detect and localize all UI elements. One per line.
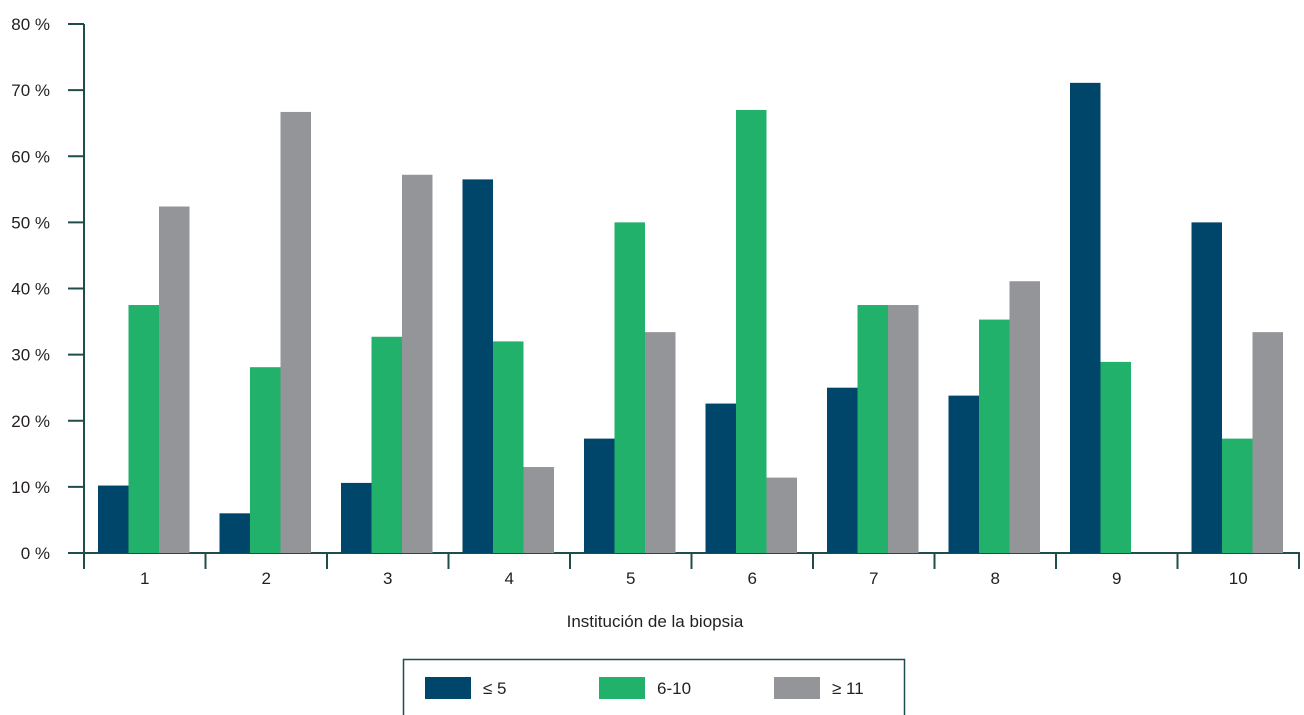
y-tick-label: 40 % (11, 280, 50, 299)
bar (888, 305, 919, 553)
bar (493, 341, 524, 553)
bar (705, 403, 736, 553)
legend-label: ≤ 5 (483, 679, 507, 698)
y-tick-label: 50 % (11, 213, 50, 232)
bar (827, 387, 858, 553)
y-tick-label: 0 % (21, 544, 50, 563)
x-tick-label: 3 (383, 569, 392, 588)
y-tick-label: 20 % (11, 412, 50, 431)
x-tick-label: 2 (262, 569, 271, 588)
bar (1070, 82, 1101, 553)
bar (766, 477, 797, 553)
bar (159, 206, 190, 553)
bar (645, 332, 676, 553)
bar (1100, 361, 1131, 553)
x-tick-label: 4 (505, 569, 514, 588)
x-axis-title: Institución de la biopsia (567, 612, 744, 631)
bar (1252, 332, 1283, 553)
legend-swatch (774, 677, 820, 699)
bar (614, 222, 645, 553)
x-tick-label: 10 (1229, 569, 1248, 588)
bar (736, 109, 767, 554)
y-tick-label: 30 % (11, 346, 50, 365)
bar (584, 438, 615, 553)
y-tick-label: 60 % (11, 147, 50, 166)
y-axis: 0 % 10 % 20 % 30 % 40 % 50 % 60 % 70 % 80 % (11, 15, 85, 563)
x-tick-label: 7 (869, 569, 878, 588)
bar (948, 395, 979, 553)
bar (462, 179, 493, 554)
x-tick-label: 9 (1112, 569, 1121, 588)
bar (979, 319, 1010, 553)
bar (523, 467, 554, 553)
bar (128, 305, 159, 553)
bar (98, 485, 129, 553)
legend: ≤ 5 6-10 ≥ 11 (402, 658, 906, 715)
x-tick-label: 8 (991, 569, 1000, 588)
legend-label: ≥ 11 (832, 679, 864, 698)
y-tick-label: 80 % (11, 15, 50, 34)
legend-swatch (425, 677, 471, 699)
bars (98, 82, 1283, 554)
x-axis: 1 2 3 4 5 6 7 8 9 10 (83, 552, 1300, 588)
bar (402, 174, 433, 553)
x-tick-label: 5 (626, 569, 635, 588)
legend-label: 6-10 (657, 679, 691, 698)
bar (1009, 281, 1040, 553)
bar (280, 111, 311, 553)
legend-swatch (599, 677, 645, 699)
legend-box (402, 658, 906, 715)
bar (857, 305, 888, 553)
bar (1191, 222, 1222, 553)
bar (219, 513, 250, 553)
bar (371, 336, 402, 553)
x-tick-label: 1 (140, 569, 149, 588)
y-tick-label: 70 % (11, 81, 50, 100)
x-tick-label: 6 (748, 569, 757, 588)
bar (250, 367, 281, 553)
bar (341, 482, 372, 553)
bar (1222, 438, 1253, 553)
y-tick-label: 10 % (11, 478, 50, 497)
